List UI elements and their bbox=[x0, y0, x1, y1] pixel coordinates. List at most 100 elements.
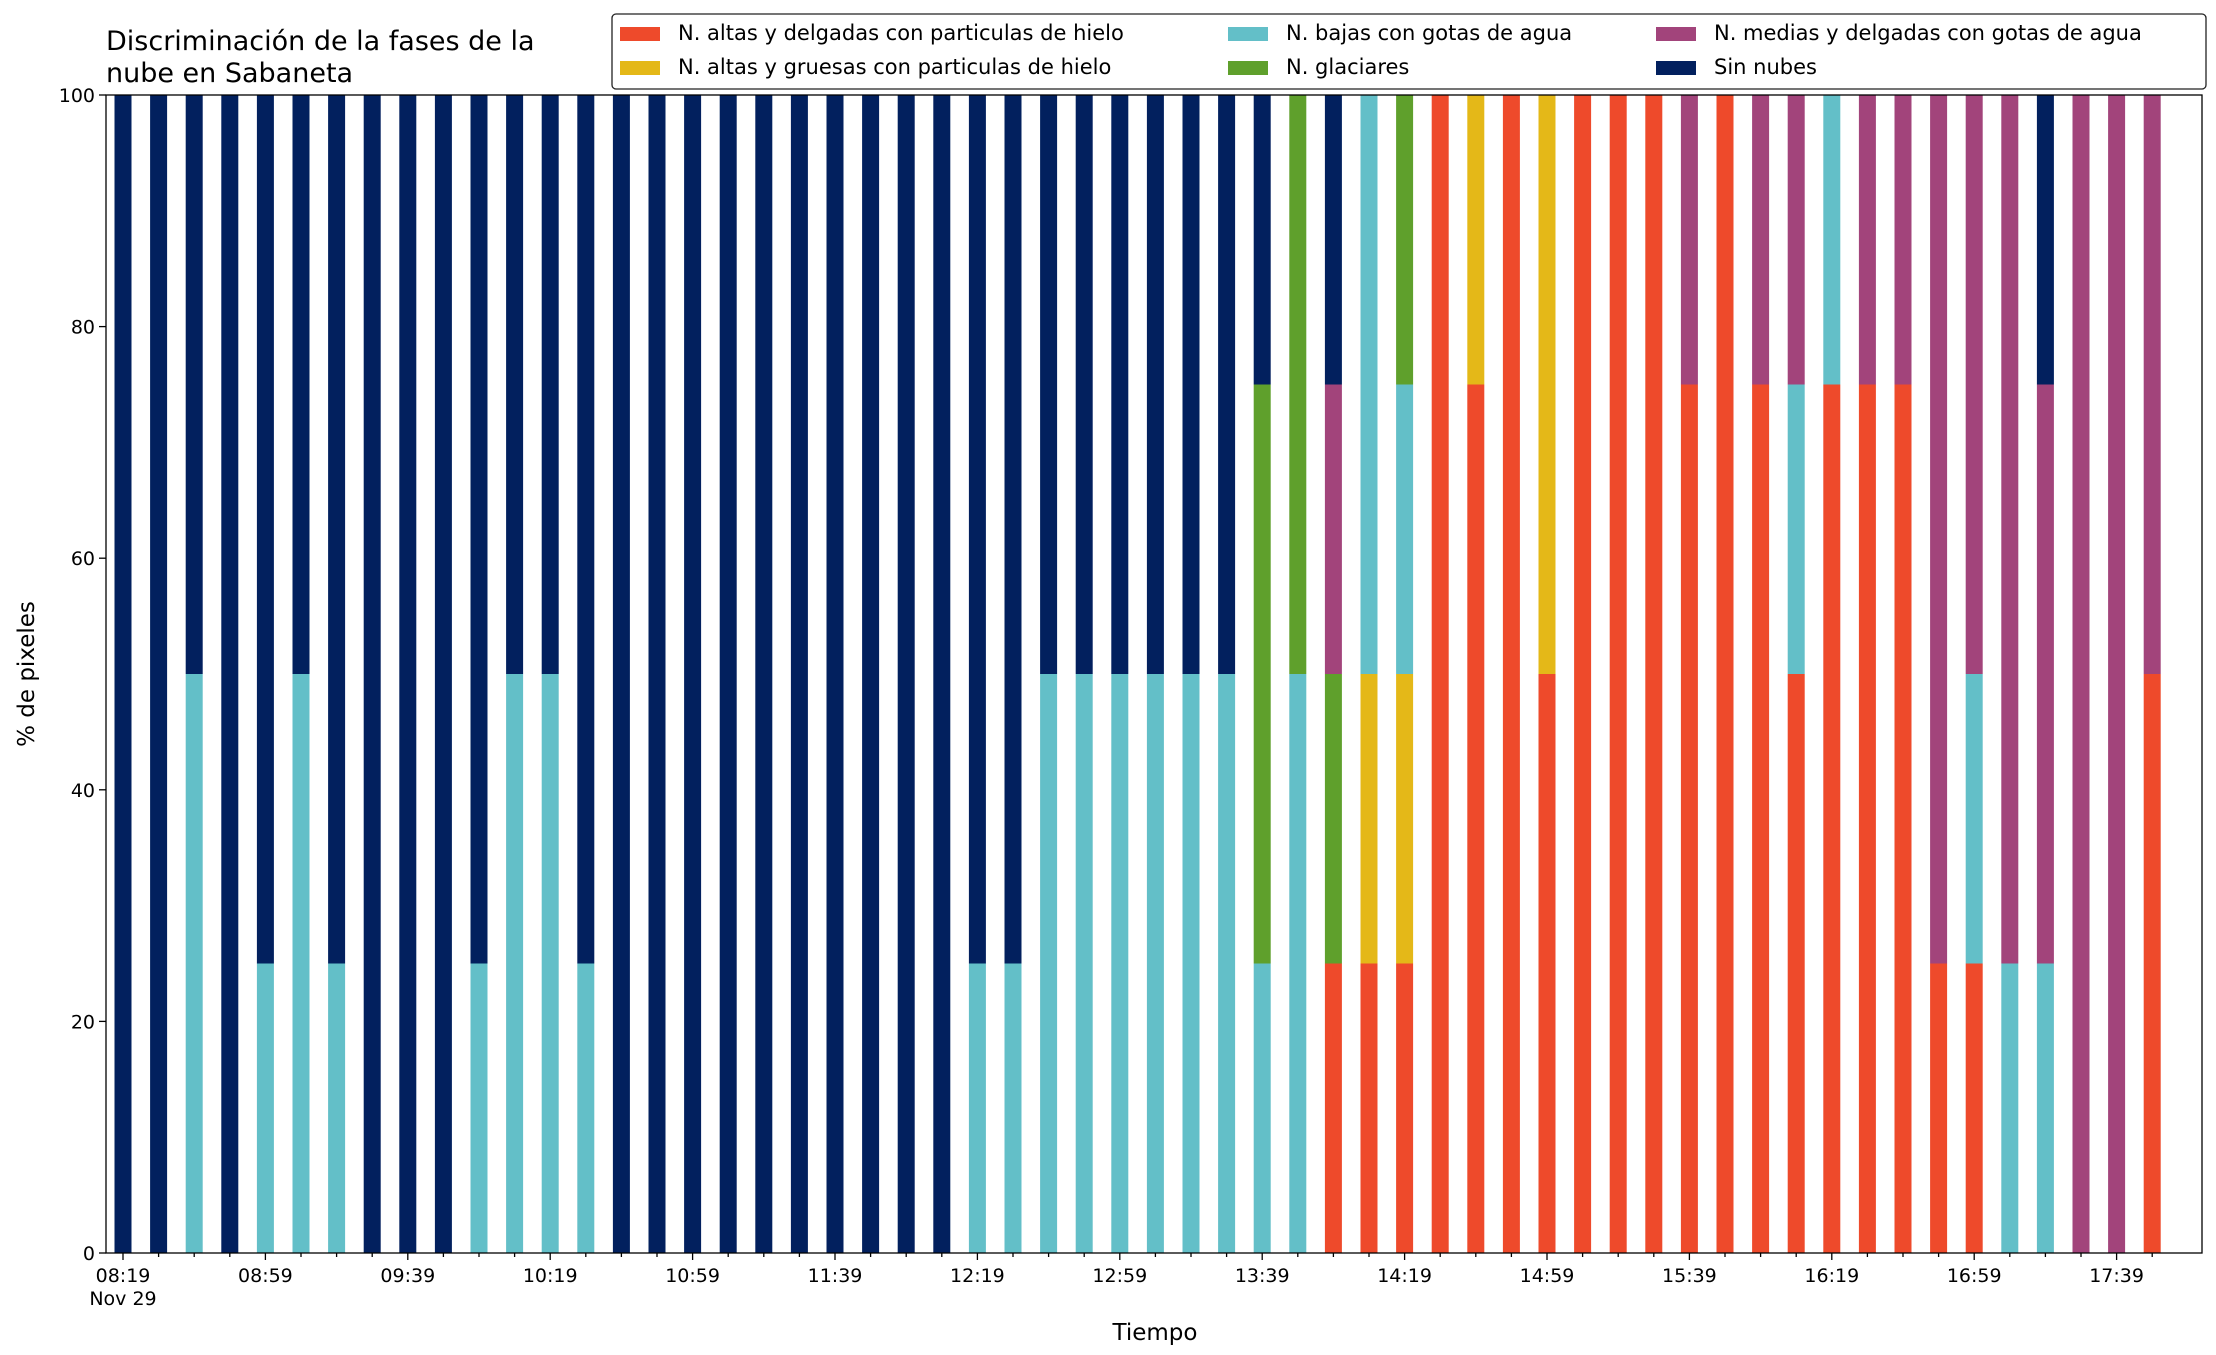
bar-segment bbox=[1146, 95, 1164, 674]
bar-segment bbox=[1111, 95, 1129, 674]
bar-segment bbox=[1858, 95, 1876, 385]
legend-label: N. bajas con gotas de agua bbox=[1286, 21, 1572, 45]
bar-segment bbox=[1075, 95, 1093, 674]
bar-segment bbox=[1930, 95, 1948, 964]
legend-label: Sin nubes bbox=[1714, 55, 1817, 79]
bar-segment bbox=[399, 95, 417, 1253]
bar-segment bbox=[1930, 963, 1948, 1253]
bar-segment bbox=[1716, 95, 1734, 1253]
bar-segment bbox=[221, 95, 239, 1253]
bar-segment bbox=[1431, 95, 1449, 1253]
bar-segment bbox=[1218, 95, 1236, 674]
bar-segment bbox=[470, 95, 488, 964]
bar-segment bbox=[1253, 963, 1271, 1253]
bar-segment bbox=[1075, 674, 1093, 1253]
x-tick-label: 08:19 bbox=[96, 1265, 151, 1287]
x-tick-label: 12:59 bbox=[1092, 1265, 1147, 1287]
bar-segment bbox=[1680, 384, 1698, 1253]
x-tick-label: 09:39 bbox=[380, 1265, 435, 1287]
bar-segment bbox=[2143, 674, 2161, 1253]
x-tick-label: 12:19 bbox=[950, 1265, 1005, 1287]
bar-segment bbox=[541, 95, 559, 674]
bar-segment bbox=[1965, 674, 1983, 964]
bar-segment bbox=[1574, 95, 1592, 1253]
legend-swatch bbox=[1656, 27, 1696, 41]
bar-segment bbox=[1396, 674, 1414, 964]
bar-segment bbox=[292, 95, 310, 674]
bar-segment bbox=[2001, 95, 2019, 964]
bar-segment bbox=[1040, 95, 1058, 674]
bar-segment bbox=[1324, 95, 1342, 385]
bar-segment bbox=[2072, 95, 2090, 1253]
bar-segment bbox=[185, 674, 203, 1253]
bar-segment bbox=[1040, 674, 1058, 1253]
legend-swatch bbox=[1656, 61, 1696, 75]
bar-segment bbox=[1182, 95, 1200, 674]
bar-segment bbox=[1752, 384, 1770, 1253]
bar-segment bbox=[1502, 95, 1520, 1253]
bar-segment bbox=[933, 95, 951, 1253]
x-tick-label: 16:19 bbox=[1804, 1265, 1859, 1287]
bar-segment bbox=[185, 95, 203, 674]
bar-segment bbox=[1004, 95, 1022, 964]
y-tick-label: 100 bbox=[59, 85, 95, 107]
bar-segment bbox=[684, 95, 702, 1253]
legend-label: N. altas y gruesas con particulas de hie… bbox=[678, 55, 1111, 79]
legend-label: N. medias y delgadas con gotas de agua bbox=[1714, 21, 2142, 45]
bar-segment bbox=[1787, 674, 1805, 1253]
x-tick-label: 08:59 bbox=[238, 1265, 293, 1287]
y-tick-label: 40 bbox=[71, 780, 95, 802]
bar-segment bbox=[1182, 674, 1200, 1253]
bar-segment bbox=[1396, 963, 1414, 1253]
bar-segment bbox=[968, 963, 986, 1253]
bar-segment bbox=[1289, 95, 1307, 674]
bar-segment bbox=[1645, 95, 1663, 1253]
bar-segment bbox=[1396, 95, 1414, 385]
legend-swatch bbox=[1228, 27, 1268, 41]
y-axis-label: % de pixeles bbox=[14, 601, 40, 747]
bar-segment bbox=[2108, 95, 2126, 1253]
bar-segment bbox=[1360, 95, 1378, 674]
bar-segment bbox=[470, 963, 488, 1253]
y-tick-label: 20 bbox=[71, 1011, 95, 1033]
legend-label: N. altas y delgadas con particulas de hi… bbox=[678, 21, 1124, 45]
bar-segment bbox=[2036, 963, 2054, 1253]
x-tick-sublabel: Nov 29 bbox=[89, 1288, 156, 1310]
plot-frame bbox=[105, 94, 2203, 1254]
bar-segment bbox=[1146, 674, 1164, 1253]
bar-segment bbox=[648, 95, 666, 1253]
bar-segment bbox=[506, 674, 524, 1253]
bar-segment bbox=[1609, 95, 1627, 1253]
x-tick-label: 17:39 bbox=[2089, 1265, 2144, 1287]
bar-segment bbox=[1823, 384, 1841, 1253]
x-tick-label: 10:19 bbox=[523, 1265, 578, 1287]
bar-segment bbox=[1253, 384, 1271, 964]
legend-box bbox=[611, 13, 2207, 90]
x-tick-label: 16:59 bbox=[1947, 1265, 2002, 1287]
bar-segment bbox=[755, 95, 773, 1253]
bar-segment bbox=[1253, 95, 1271, 385]
bar-segment bbox=[114, 95, 132, 1253]
bar-segment bbox=[1787, 384, 1805, 674]
bar-segment bbox=[1538, 674, 1556, 1253]
legend-swatch bbox=[1228, 61, 1268, 75]
bar-segment bbox=[2143, 95, 2161, 674]
bar-segment bbox=[897, 95, 915, 1253]
bar-segment bbox=[328, 95, 346, 964]
bar-segment bbox=[719, 95, 737, 1253]
bar-segment bbox=[363, 95, 381, 1253]
bar-segment bbox=[1324, 384, 1342, 674]
bar-segment bbox=[1680, 95, 1698, 385]
chart-title-line: nube en Sabaneta bbox=[106, 58, 353, 89]
bar-segment bbox=[862, 95, 880, 1253]
bar-segment bbox=[1289, 674, 1307, 1253]
x-tick-label: 13:39 bbox=[1235, 1265, 1290, 1287]
bar-segment bbox=[150, 95, 168, 1253]
bar-segment bbox=[2001, 963, 2019, 1253]
y-tick-label: 80 bbox=[71, 317, 95, 339]
bar-segment bbox=[541, 674, 559, 1253]
bar-segment bbox=[1360, 674, 1378, 964]
bar-segment bbox=[1111, 674, 1129, 1253]
bar-segment bbox=[1752, 95, 1770, 385]
